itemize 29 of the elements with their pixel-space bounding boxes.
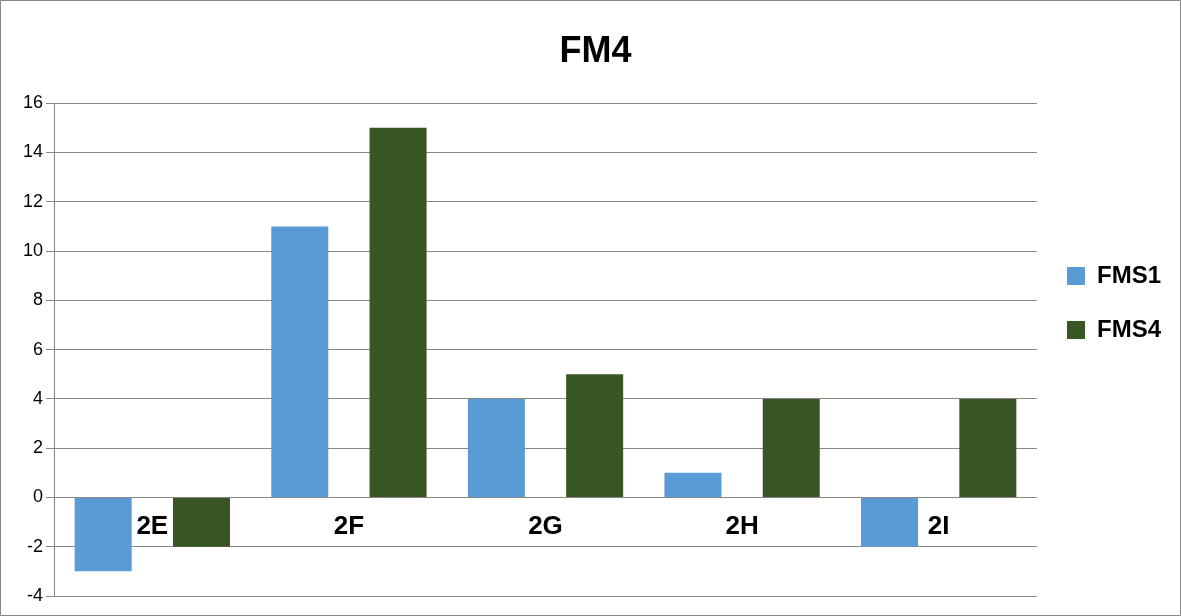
y-tick-label: -2 [27, 535, 44, 556]
x-tick-label: 2I [927, 510, 950, 541]
y-tick-label: 8 [33, 289, 44, 310]
bar [369, 127, 427, 497]
bar [74, 497, 132, 572]
x-tick-label: 2G [528, 510, 563, 541]
bar [762, 398, 820, 497]
y-tick-label: 16 [22, 92, 44, 113]
legend-label: FMS1 [1096, 260, 1162, 288]
bar [172, 497, 230, 547]
y-tick-label: 6 [33, 338, 44, 359]
y-tick-label: 2 [33, 437, 44, 458]
bar [467, 398, 525, 497]
bar [271, 226, 329, 497]
y-tick-label: -4 [27, 584, 44, 605]
bar [861, 497, 919, 547]
y-tick-label: 0 [33, 486, 44, 507]
y-tick-label: 10 [22, 240, 44, 261]
bar [664, 472, 722, 497]
bar [959, 398, 1017, 497]
x-tick-label: 2H [725, 510, 759, 541]
legend-label: FMS4 [1096, 314, 1162, 342]
chart-title: FM4 [559, 28, 632, 70]
y-tick-label: 12 [22, 190, 44, 211]
x-tick-label: 2F [333, 510, 365, 541]
y-tick-label: 4 [33, 387, 44, 408]
y-tick-label: 14 [22, 141, 44, 162]
x-tick-label: 2E [136, 510, 169, 541]
bar [566, 374, 624, 497]
